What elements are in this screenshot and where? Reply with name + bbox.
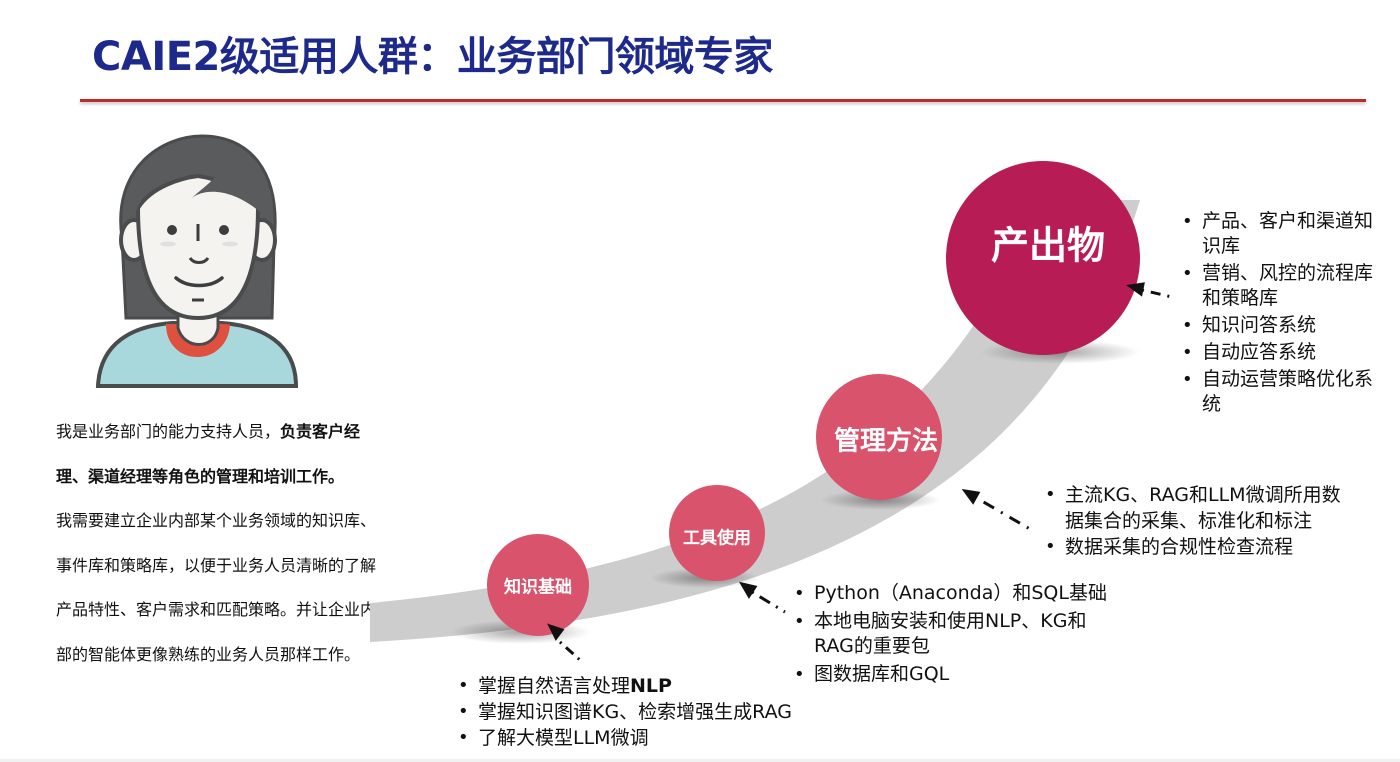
tools-bullets: Python（Anaconda）和SQL基础 本地电脑安装和使用NLP、KG和R… bbox=[792, 581, 1122, 687]
bullet-text: 图数据库和GQL bbox=[814, 663, 950, 685]
stage-label-output: 产出物 bbox=[990, 223, 1106, 268]
bullet-item: 自动运营策略优化系统 bbox=[1180, 367, 1390, 417]
persona-paragraph-2: 我需要建立企业内部某个业务领域的知识库、事件库和策略库，以便于业务人员清晰的了解… bbox=[56, 511, 377, 664]
stage-circle-knowledge bbox=[487, 534, 589, 636]
bullet-text: 掌握自然语言处理 bbox=[478, 675, 631, 697]
persona-intro-bold-text: 负责客户经理、渠道经理等角色的管理和培训工作。 bbox=[56, 422, 361, 486]
output-bullets: 产品、客户和渠道知识库 营销、风控的流程库和策略库 知识问答系统 自动应答系统 … bbox=[1180, 209, 1390, 417]
bullet-text: 本地电脑安装和使用NLP、KG和RAG的重要包 bbox=[814, 610, 1087, 657]
bullet-item: 图数据库和GQL bbox=[792, 662, 1122, 687]
bullet-text: 了解大模型LLM微调 bbox=[478, 727, 649, 749]
bullet-item: 产品、客户和渠道知识库 bbox=[1180, 209, 1390, 259]
arrow-tools bbox=[738, 581, 786, 614]
bullet-text: Python（Anaconda）和SQL基础 bbox=[814, 582, 1107, 604]
bullet-item: 掌握自然语言处理NLP bbox=[456, 673, 836, 699]
bottom-edge bbox=[0, 759, 1400, 762]
page-title: CAIE2级适用人群：业务部门领域专家 bbox=[92, 34, 773, 80]
bullet-item: Python（Anaconda）和SQL基础 bbox=[792, 581, 1122, 606]
management-bullets: 主流KG、RAG和LLM微调所用数据集合的采集、标准化和标注 数据采集的合规性检… bbox=[1043, 482, 1355, 560]
stage-circle-output bbox=[946, 161, 1140, 355]
bullet-text: 主流KG、RAG和LLM微调所用数据集合的采集、标准化和标注 bbox=[1065, 484, 1341, 532]
bullet-item: 知识问答系统 bbox=[1180, 313, 1390, 338]
arrow-output bbox=[1126, 282, 1173, 299]
knowledge-bullets: 掌握自然语言处理NLP 掌握知识图谱KG、检索增强生成RAG 了解大模型LLM微… bbox=[456, 673, 836, 751]
bullet-item: 自动应答系统 bbox=[1180, 340, 1390, 365]
bullet-bold-text: NLP bbox=[630, 675, 672, 697]
persona-description: 我是业务部门的能力支持人员，负责客户经理、渠道经理等角色的管理和培训工作。 我需… bbox=[56, 410, 376, 677]
bullet-text: 掌握知识图谱KG、检索增强生成RAG bbox=[478, 701, 793, 723]
stage-label-knowledge: 知识基础 bbox=[504, 577, 572, 598]
bullet-text: 产品、客户和渠道知识库 bbox=[1202, 210, 1374, 257]
arrow-knowledge bbox=[547, 623, 582, 662]
stage-label-management: 管理方法 bbox=[833, 426, 939, 457]
stage-circle-tools bbox=[669, 485, 765, 581]
title-divider bbox=[80, 99, 1366, 102]
stage-circle-management bbox=[816, 374, 942, 500]
bullet-item: 本地电脑安装和使用NLP、KG和RAG的重要包 bbox=[792, 609, 1104, 659]
arrow-management bbox=[961, 488, 1036, 534]
bullet-text: 自动运营策略优化系统 bbox=[1202, 368, 1374, 415]
female-person-avatar-icon bbox=[95, 134, 299, 388]
persona-intro-text: 我是业务部门的能力支持人员， bbox=[56, 422, 281, 441]
persona-paragraph-1: 我是业务部门的能力支持人员，负责客户经理、渠道经理等角色的管理和培训工作。 bbox=[56, 410, 376, 499]
bullet-text: 数据采集的合规性检查流程 bbox=[1065, 536, 1294, 558]
bullet-text: 自动应答系统 bbox=[1202, 341, 1317, 363]
bullet-item: 营销、风控的流程库和策略库 bbox=[1180, 261, 1390, 311]
bullet-text: 营销、风控的流程库和策略库 bbox=[1202, 262, 1374, 309]
bullet-item: 了解大模型LLM微调 bbox=[456, 725, 836, 751]
bullet-text: 知识问答系统 bbox=[1202, 314, 1317, 336]
bullet-item: 主流KG、RAG和LLM微调所用数据集合的采集、标准化和标注 bbox=[1043, 482, 1355, 534]
bullet-item: 数据采集的合规性检查流程 bbox=[1043, 534, 1355, 560]
stage-label-tools: 工具使用 bbox=[683, 528, 751, 549]
bullet-item: 掌握知识图谱KG、检索增强生成RAG bbox=[456, 699, 836, 725]
